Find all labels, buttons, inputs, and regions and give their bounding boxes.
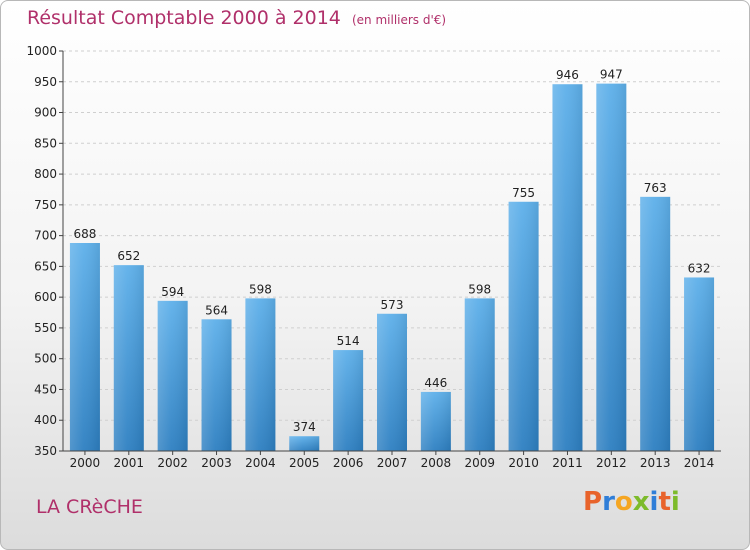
y-tick-label: 750 [34, 198, 57, 212]
bar-shade-2011 [552, 84, 583, 451]
x-axis: 2000 2001 2002 2003 2004 2005 2006 2007 2008 2009… [63, 450, 721, 470]
bar-shade-2013 [640, 196, 671, 451]
value-label-2000: 688 [73, 227, 96, 241]
value-label-2010: 755 [512, 186, 535, 200]
logo-letter: o [614, 487, 633, 517]
x-tick-label-2013: 2013 [640, 456, 671, 470]
value-label-2002: 594 [161, 285, 184, 299]
value-label-2008: 446 [424, 376, 447, 390]
bar-shade-2010 [508, 201, 539, 451]
x-tick-label-2009: 2009 [464, 456, 495, 470]
bar-shade-2000 [69, 243, 100, 451]
logo-letter: i [649, 487, 659, 517]
bar-shade-2001 [113, 265, 144, 451]
value-label-2004: 598 [249, 282, 272, 296]
y-tick-label: 550 [34, 321, 57, 335]
bar-shade-2005 [289, 436, 320, 451]
x-tick-label-2010: 2010 [508, 456, 539, 470]
value-label-2006: 514 [337, 334, 360, 348]
x-tick-label-2007: 2007 [377, 456, 408, 470]
commune-name: LA CRèCHE [36, 496, 143, 518]
x-tick-label-2004: 2004 [245, 456, 276, 470]
value-label-2012: 947 [600, 68, 623, 82]
value-label-2005: 374 [293, 420, 316, 434]
bar-shade-2007 [377, 313, 407, 451]
bar-shade-2006 [333, 350, 364, 451]
y-tick-label: 1000 [26, 44, 57, 58]
x-tick-label-2012: 2012 [596, 456, 627, 470]
bar-shade-2009 [464, 298, 495, 451]
y-axis: 350 400 450 500 550 600 650 700 750 800 850 900 950 1… [26, 44, 64, 458]
y-tick-label: 650 [34, 259, 57, 273]
x-tick-label-2001: 2001 [114, 456, 145, 470]
logo-letter: P [583, 487, 603, 517]
logo-letter: x [632, 487, 650, 517]
value-label-2007: 573 [381, 298, 404, 312]
bar-shade-2014 [684, 277, 715, 451]
y-tick-label: 400 [34, 413, 57, 427]
y-tick-label: 350 [34, 444, 57, 458]
value-label-2001: 652 [117, 249, 140, 263]
bar-shade-2004 [245, 298, 276, 451]
value-label-2009: 598 [468, 282, 491, 296]
value-label-2011: 946 [556, 68, 579, 82]
bar-shade-2008 [420, 391, 451, 451]
x-tick-label-2011: 2011 [552, 456, 583, 470]
bars [69, 83, 715, 451]
y-tick-label: 850 [34, 136, 57, 150]
chart-title: Résultat Comptable 2000 à 2014 [27, 7, 341, 29]
x-tick-label-2006: 2006 [333, 456, 364, 470]
logo-letter: i [670, 487, 680, 517]
chart-title-block: Résultat Comptable 2000 à 2014 (en milli… [27, 7, 446, 29]
x-tick-label-2008: 2008 [421, 456, 452, 470]
value-label-2013: 763 [644, 181, 667, 195]
value-labels: 688 652 594 564 598 374 514 573 446 598 755 946 947 7… [73, 68, 710, 435]
y-tick-label: 800 [34, 167, 57, 181]
y-tick-label: 500 [34, 352, 57, 366]
y-tick-label: 450 [34, 382, 57, 396]
chart-unit: (en milliers d'€) [351, 13, 447, 27]
bar-shade-2012 [596, 83, 627, 451]
x-tick-label-2005: 2005 [289, 456, 320, 470]
y-tick-label: 950 [34, 75, 57, 89]
bar-shade-2003 [201, 319, 232, 451]
bar-shade-2002 [157, 300, 188, 451]
x-tick-label-2003: 2003 [201, 456, 232, 470]
logo-letter: t [658, 487, 671, 517]
y-tick-label: 600 [34, 290, 57, 304]
value-label-2003: 564 [205, 303, 228, 317]
value-label-2014: 632 [688, 261, 711, 275]
x-tick-label-2002: 2002 [157, 456, 188, 470]
y-tick-label: 900 [34, 106, 57, 120]
x-tick-label-2014: 2014 [684, 456, 715, 470]
logo-letter: r [602, 487, 615, 517]
proxiti-logo: Proxiti [583, 487, 680, 517]
y-tick-label: 700 [34, 229, 57, 243]
x-tick-label-2000: 2000 [70, 456, 101, 470]
